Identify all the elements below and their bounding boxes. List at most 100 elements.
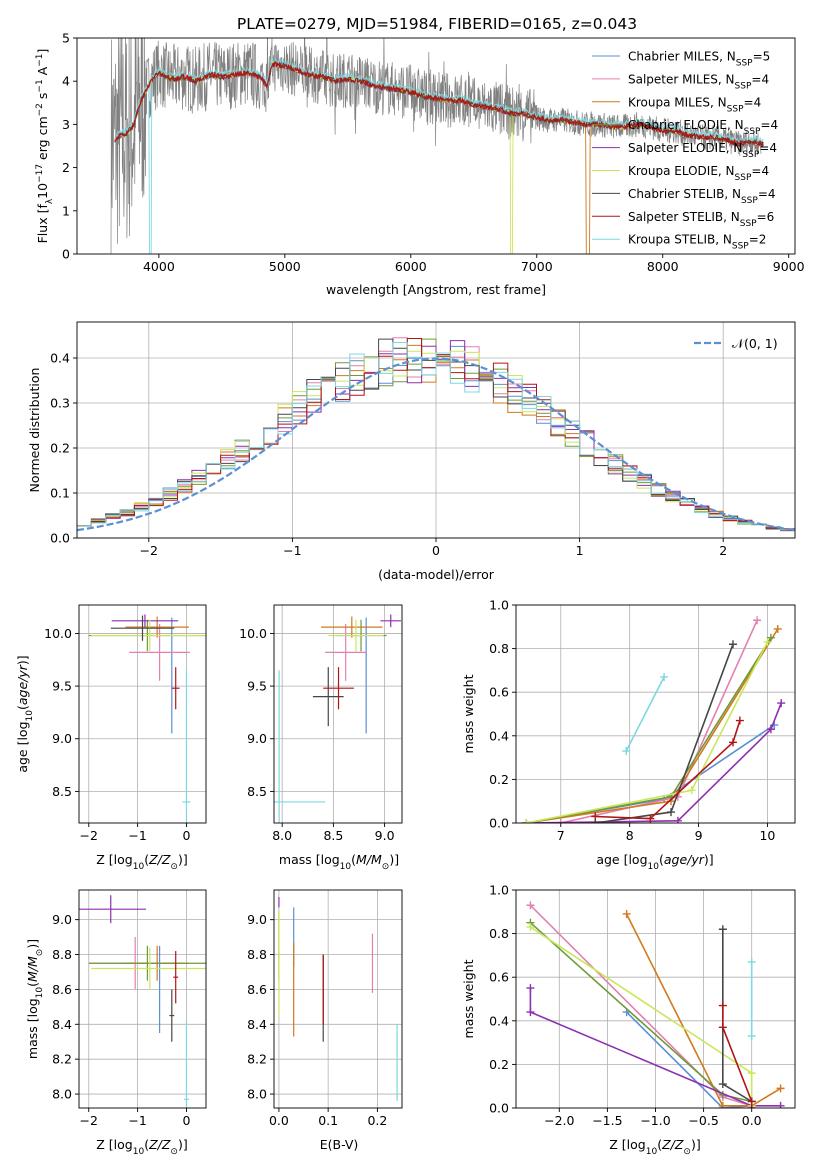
- massweight-vs-Z-ylabel: mass weight: [461, 959, 476, 1038]
- massweight-vs-Z-ytick-label: 0.6: [489, 970, 509, 985]
- massweight-vs-age-xtick-label: 10: [759, 828, 775, 843]
- legend-label: Chabrier STELIB, NSSP=4: [628, 187, 776, 206]
- age-vs-Z-frame: [78, 604, 207, 824]
- mass-vs-ebv-plot-area: [278, 896, 398, 1102]
- legend-label: Salpeter STELIB, NSSP=6: [628, 210, 774, 229]
- age-vs-mass-xtick-label: 8.0: [272, 828, 292, 843]
- residuals-xtick-label: 0: [432, 543, 440, 558]
- massweight-vs-Z-point-marker: [747, 1032, 756, 1041]
- age-vs-mass-frame: [273, 604, 403, 824]
- massweight-vs-age-ytick-label: 0.4: [489, 728, 509, 743]
- massweight-vs-age-point-marker: [729, 640, 737, 649]
- massweight-vs-Z-point-marker: [747, 957, 756, 966]
- spectrum-frame: [76, 37, 796, 255]
- residuals-xlabel: (data-model)/error: [378, 567, 495, 582]
- age-vs-Z-ytick-label: 9.5: [52, 679, 72, 694]
- residuals-ytick-label: 0.2: [50, 441, 70, 456]
- mass-vs-ebv-ytick-label: 9.0: [247, 912, 267, 927]
- mass-vs-ebv-xtick-label: 0.1: [318, 1113, 338, 1128]
- massweight-vs-Z-series-line: [529, 904, 752, 1107]
- mass-vs-Z-ytick-label: 9.0: [52, 912, 72, 927]
- mass-vs-ebv-frame: [273, 889, 403, 1109]
- mass-vs-Z-ytick-label: 8.8: [52, 947, 72, 962]
- age-vs-mass: 8.0 8.5 9.0 8.5 9.0 9.5 10.0: [239, 604, 403, 843]
- massweight-vs-age-series-line: [595, 720, 741, 820]
- residuals-xtick-label: 2: [719, 543, 727, 558]
- residuals-ytick-label: 0.3: [50, 396, 70, 411]
- mass-vs-Z-ytick-label: 8.2: [52, 1052, 72, 1067]
- massweight-vs-Z-xlabel: Z [log10(Z/Z⊙)]: [609, 1137, 700, 1157]
- spectrum-model-line: [114, 61, 764, 149]
- mass-vs-ebv-xtick-label: 0.2: [367, 1113, 387, 1128]
- mass-vs-ebv-xtick-label: 0.0: [269, 1113, 289, 1128]
- legend-label: Salpeter ELODIE, NSSP=4: [628, 141, 777, 160]
- mass-vs-Z-xtick-label: −2: [80, 1113, 98, 1128]
- mass-vs-Z-xtick-label: 0: [182, 1113, 190, 1128]
- massweight-vs-age-point-marker: [729, 738, 737, 747]
- massweight-vs-Z-xtick-label: −2.0: [544, 1113, 574, 1128]
- spectrum-xtick-label: 9000: [773, 259, 805, 274]
- residuals-xtick-label: −2: [140, 543, 158, 558]
- massweight-vs-Z-ytick-label: 0.0: [489, 1101, 509, 1116]
- age-vs-Z-ytick-label: 10.0: [44, 626, 72, 641]
- massweight-vs-Z-point-marker: [776, 1101, 785, 1108]
- massweight-vs-age-series-line: [625, 676, 665, 752]
- massweight-vs-age-point-marker: [673, 816, 682, 823]
- mass-vs-ebv-xlabel: E(B-V): [320, 1137, 359, 1152]
- age-vs-Z-ytick-label: 9.0: [52, 731, 72, 746]
- massweight-vs-age-ytick-label: 0.6: [489, 685, 509, 700]
- residuals-ytick-label: 0.4: [50, 351, 70, 366]
- massweight-vs-age-point-marker: [667, 808, 675, 817]
- legend-label: Kroupa ELODIE, NSSP=4: [628, 164, 769, 183]
- legend-label: Kroupa MILES, NSSP=4: [628, 95, 761, 114]
- massweight-vs-age-ytick-label: 1.0: [489, 598, 509, 613]
- massweight-vs-Z-point-marker: [747, 1069, 756, 1078]
- massweight-vs-Z-ytick-label: 0.2: [489, 1057, 509, 1072]
- massweight-vs-age-point-marker: [773, 624, 782, 633]
- massweight-vs-Z: −2.0 −1.5 −1.0 −0.5 0.0 0.0 0.2 0.4 0.6 0.8 1.0: [489, 883, 796, 1128]
- mass-vs-Z-ytick-label: 8.4: [52, 1017, 72, 1032]
- legend-label: Chabrier MILES, NSSP=5: [628, 50, 770, 69]
- spectrum-ytick-label: 1: [62, 203, 70, 218]
- spectrum-ytick-label: 4: [62, 74, 70, 89]
- massweight-vs-Z-point-marker: [718, 1101, 727, 1108]
- massweight-vs-age-xtick-label: 7: [557, 828, 565, 843]
- spectrum-model-line: [114, 57, 764, 254]
- massweight-vs-age-point-marker: [777, 699, 786, 708]
- age-vs-mass-ytick-label: 9.0: [247, 731, 267, 746]
- massweight-vs-age-series-line: [526, 641, 769, 823]
- figure-title: PLATE=0279, MJD=51984, FIBERID=0165, z=0…: [237, 15, 637, 33]
- massweight-vs-age-point-marker: [735, 716, 744, 725]
- massweight-vs-age-xtick-label: 9: [695, 828, 703, 843]
- age-vs-mass-ytick-label: 9.5: [247, 679, 267, 694]
- age-vs-Z-xtick-label: −2: [80, 828, 98, 843]
- residuals-ylabel: Normed distribution: [27, 368, 42, 493]
- mass-vs-ebv-ytick-label: 8.8: [247, 947, 267, 962]
- massweight-vs-age-point-marker: [522, 819, 531, 823]
- mass-vs-Z-ytick-label: 8.0: [52, 1087, 72, 1102]
- massweight-vs-age-point-marker: [763, 638, 772, 647]
- legend-label: Salpeter MILES, NSSP=4: [628, 72, 769, 91]
- residual-hist: [77, 342, 795, 538]
- massweight-vs-Z-ytick-label: 0.8: [489, 926, 509, 941]
- spectrum-plot-area: [110, 38, 764, 254]
- age-vs-mass-xlabel: mass [log10(M/M⊙)]: [279, 852, 399, 872]
- massweight-vs-Z-ytick-label: 0.4: [489, 1013, 509, 1028]
- mass-vs-ebv-ytick-label: 8.4: [247, 1017, 267, 1032]
- mass-vs-Z-ytick-label: 8.6: [52, 982, 72, 997]
- spectrum-xtick-label: 7000: [521, 259, 553, 274]
- massweight-vs-Z-point-marker: [622, 909, 631, 918]
- normal-reference-line: [77, 357, 795, 532]
- age-vs-mass-plot-area: [274, 614, 401, 823]
- mass-vs-ebv-ytick-label: 8.6: [247, 982, 267, 997]
- mass-vs-ebv: 0.0 0.1 0.2 8.0 8.2 8.4 8.6 8.8 9.0: [247, 889, 403, 1128]
- massweight-vs-Z-point-marker: [718, 1001, 727, 1010]
- age-vs-mass-ytick-label: 10.0: [239, 626, 267, 641]
- mass-vs-Z-frame: [78, 889, 207, 1109]
- residuals-ytick-label: 0.1: [50, 486, 70, 501]
- massweight-vs-age-point-marker: [660, 672, 669, 681]
- age-vs-mass-xtick-label: 9.0: [375, 828, 395, 843]
- spectrum-xtick-label: 6000: [395, 259, 427, 274]
- massweight-vs-Z-plot-area: [526, 901, 785, 1108]
